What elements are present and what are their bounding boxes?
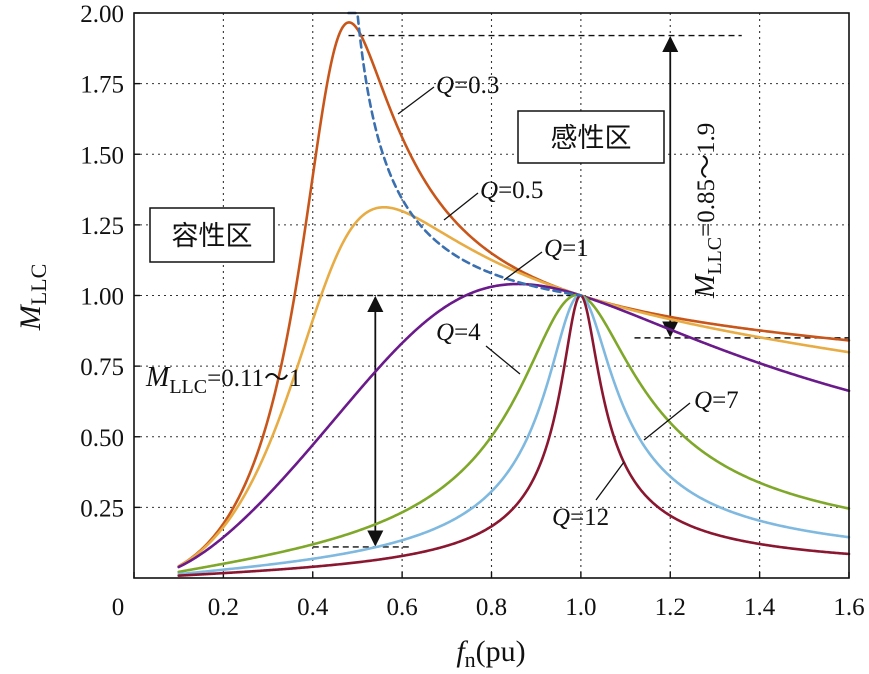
x-tick-label: 1.0 xyxy=(565,594,596,621)
series-label-q03: Q=0.3 xyxy=(436,72,499,99)
series-line-q1 xyxy=(177,282,851,569)
x-tick-label: 1.4 xyxy=(744,594,776,621)
axis-ticks: 0 0.2 0.4 0.6 0.8 1.0 1.2 1.4 1.6 0.25 0.50 0.75 1.0… xyxy=(80,1,864,621)
leader-q7 xyxy=(643,402,691,441)
series-line-q03 xyxy=(177,21,851,568)
region-box-capacitive: 容性区 xyxy=(149,207,275,263)
x-tick-label: 0.8 xyxy=(476,594,507,621)
y-tick-label: 1.00 xyxy=(80,284,124,311)
leader-q12 xyxy=(595,461,625,501)
region-label-capacitive: 容性区 xyxy=(172,221,253,252)
region-boundary-curve xyxy=(347,11,583,297)
leader-q1 xyxy=(503,251,543,281)
plot-frame xyxy=(133,12,850,579)
range-label-high: MLLC=0.85～1.9 xyxy=(690,123,726,299)
series-label-q12: Q=12 xyxy=(552,504,609,531)
series-label-q05: Q=0.5 xyxy=(480,177,543,204)
y-axis-title: MLLC xyxy=(14,264,51,332)
region-box-inductive: 感性区 xyxy=(517,110,665,164)
series-line-q12 xyxy=(177,294,851,577)
series-label-q1: Q=1 xyxy=(544,235,589,262)
guide-lines xyxy=(312,34,849,548)
series-line-q4 xyxy=(177,293,851,574)
x-tick-label: 0 xyxy=(112,594,125,621)
y-tick-label: 1.25 xyxy=(80,213,124,240)
range-label-low: MLLC=0.11～1 xyxy=(145,362,302,398)
label-leaders xyxy=(397,86,691,501)
leader-q4 xyxy=(485,345,521,375)
series-label-q4: Q=4 xyxy=(436,319,481,346)
series-label-q7: Q=7 xyxy=(694,387,739,414)
region-label-inductive: 感性区 xyxy=(551,123,632,154)
x-tick-label: 0.6 xyxy=(387,594,418,621)
x-tick-label: 0.2 xyxy=(208,594,239,621)
y-tick-label: 0.75 xyxy=(80,354,124,381)
y-tick-label: 1.50 xyxy=(80,142,124,169)
y-tick-label: 2.00 xyxy=(80,1,124,28)
x-tick-label: 0.4 xyxy=(297,594,329,621)
x-axis-title: fn(pu) xyxy=(456,635,525,672)
x-tick-label: 1.2 xyxy=(655,594,686,621)
y-tick-label: 0.25 xyxy=(80,495,124,522)
leader-q03 xyxy=(397,86,435,115)
series-line-q7 xyxy=(177,294,851,576)
series-lines xyxy=(177,11,851,577)
leader-q05 xyxy=(443,192,479,221)
y-tick-label: 1.75 xyxy=(80,72,124,99)
y-tick-label: 0.50 xyxy=(80,425,124,452)
x-tick-label: 1.6 xyxy=(833,594,864,621)
series-line-q05 xyxy=(177,205,851,568)
